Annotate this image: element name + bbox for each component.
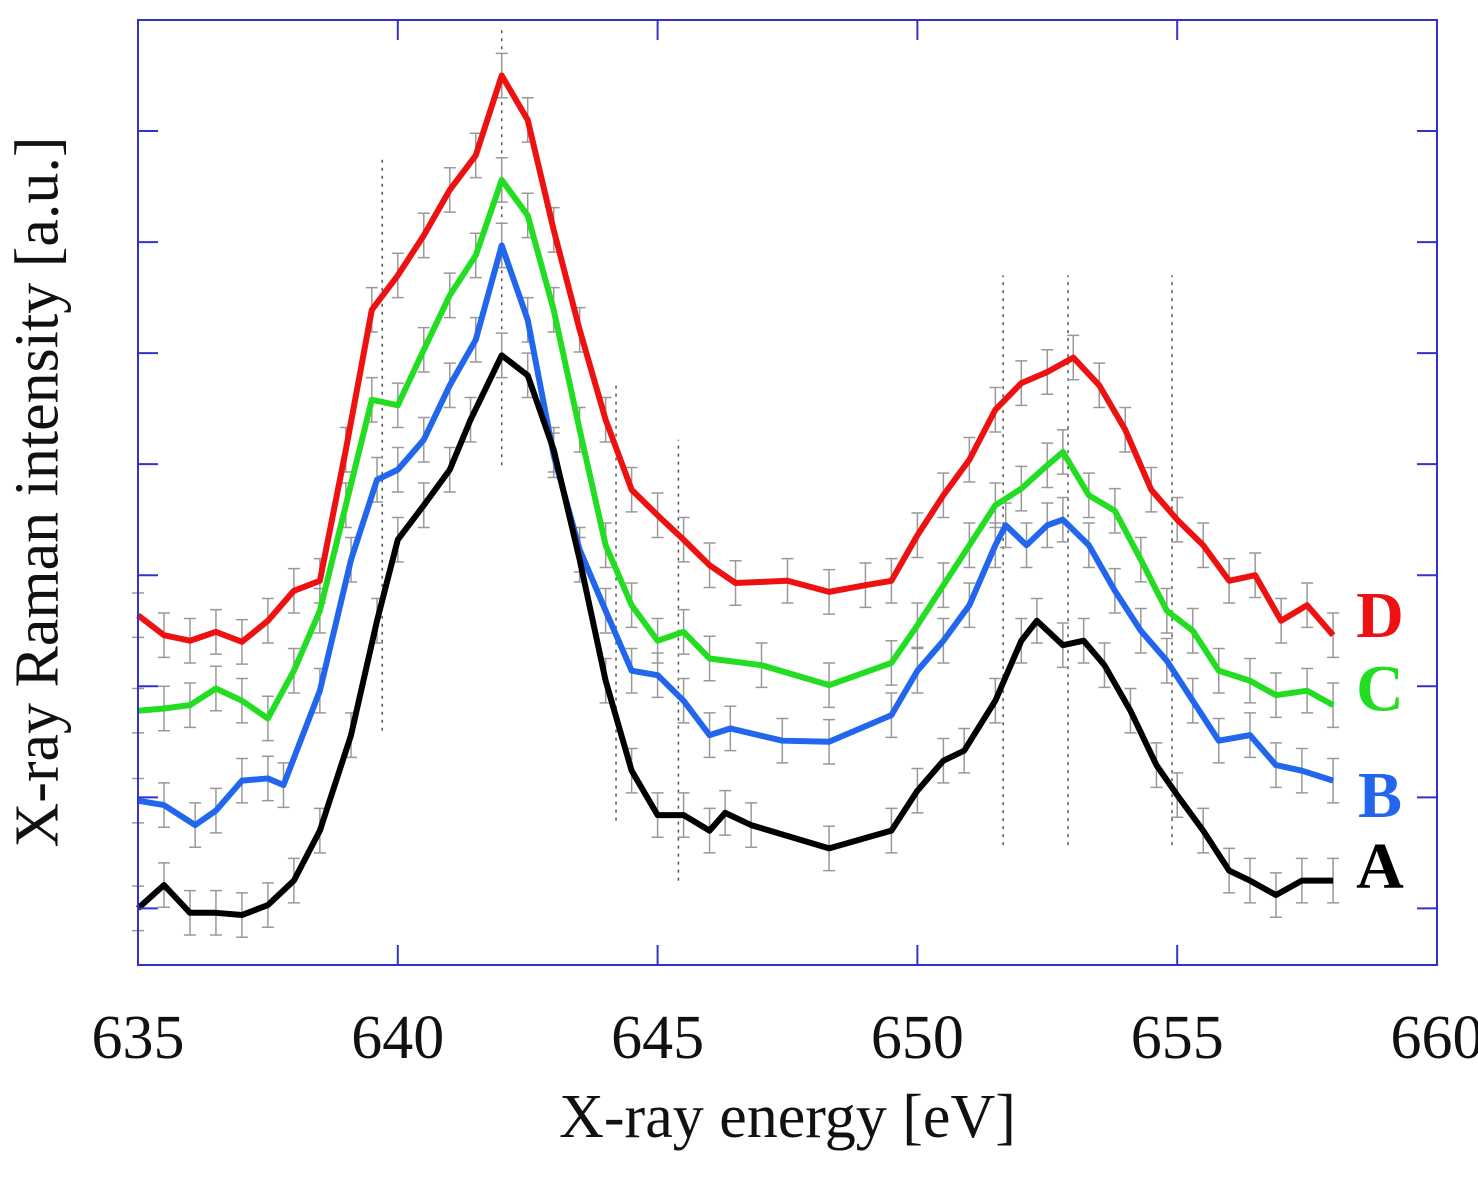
error-bar <box>1327 612 1340 659</box>
error-bar <box>1327 757 1340 804</box>
series-line-A <box>135 352 1334 919</box>
error-bar <box>1327 682 1340 729</box>
x-tick-label: 650 <box>871 1004 964 1072</box>
x-tick-label: 660 <box>1391 1004 1478 1072</box>
x-tick-label: 655 <box>1131 1004 1224 1072</box>
series-label-D: D <box>1356 579 1404 652</box>
series-line-D <box>136 72 1336 645</box>
series-line-C <box>137 176 1335 722</box>
y-axis-label: X-ray Raman intensity [a.u.] <box>3 136 72 848</box>
series-label-C: C <box>1356 652 1404 725</box>
series-line-B <box>137 242 1334 829</box>
series-label-A: A <box>1356 830 1404 903</box>
x-tick-label: 635 <box>92 1004 185 1072</box>
plot-frame <box>137 19 1438 966</box>
x-axis-label: X-ray energy [eV] <box>559 1083 1016 1151</box>
x-tick-label: 640 <box>351 1004 444 1072</box>
series-label-B: B <box>1358 759 1402 832</box>
x-tick-label: 645 <box>611 1004 704 1072</box>
